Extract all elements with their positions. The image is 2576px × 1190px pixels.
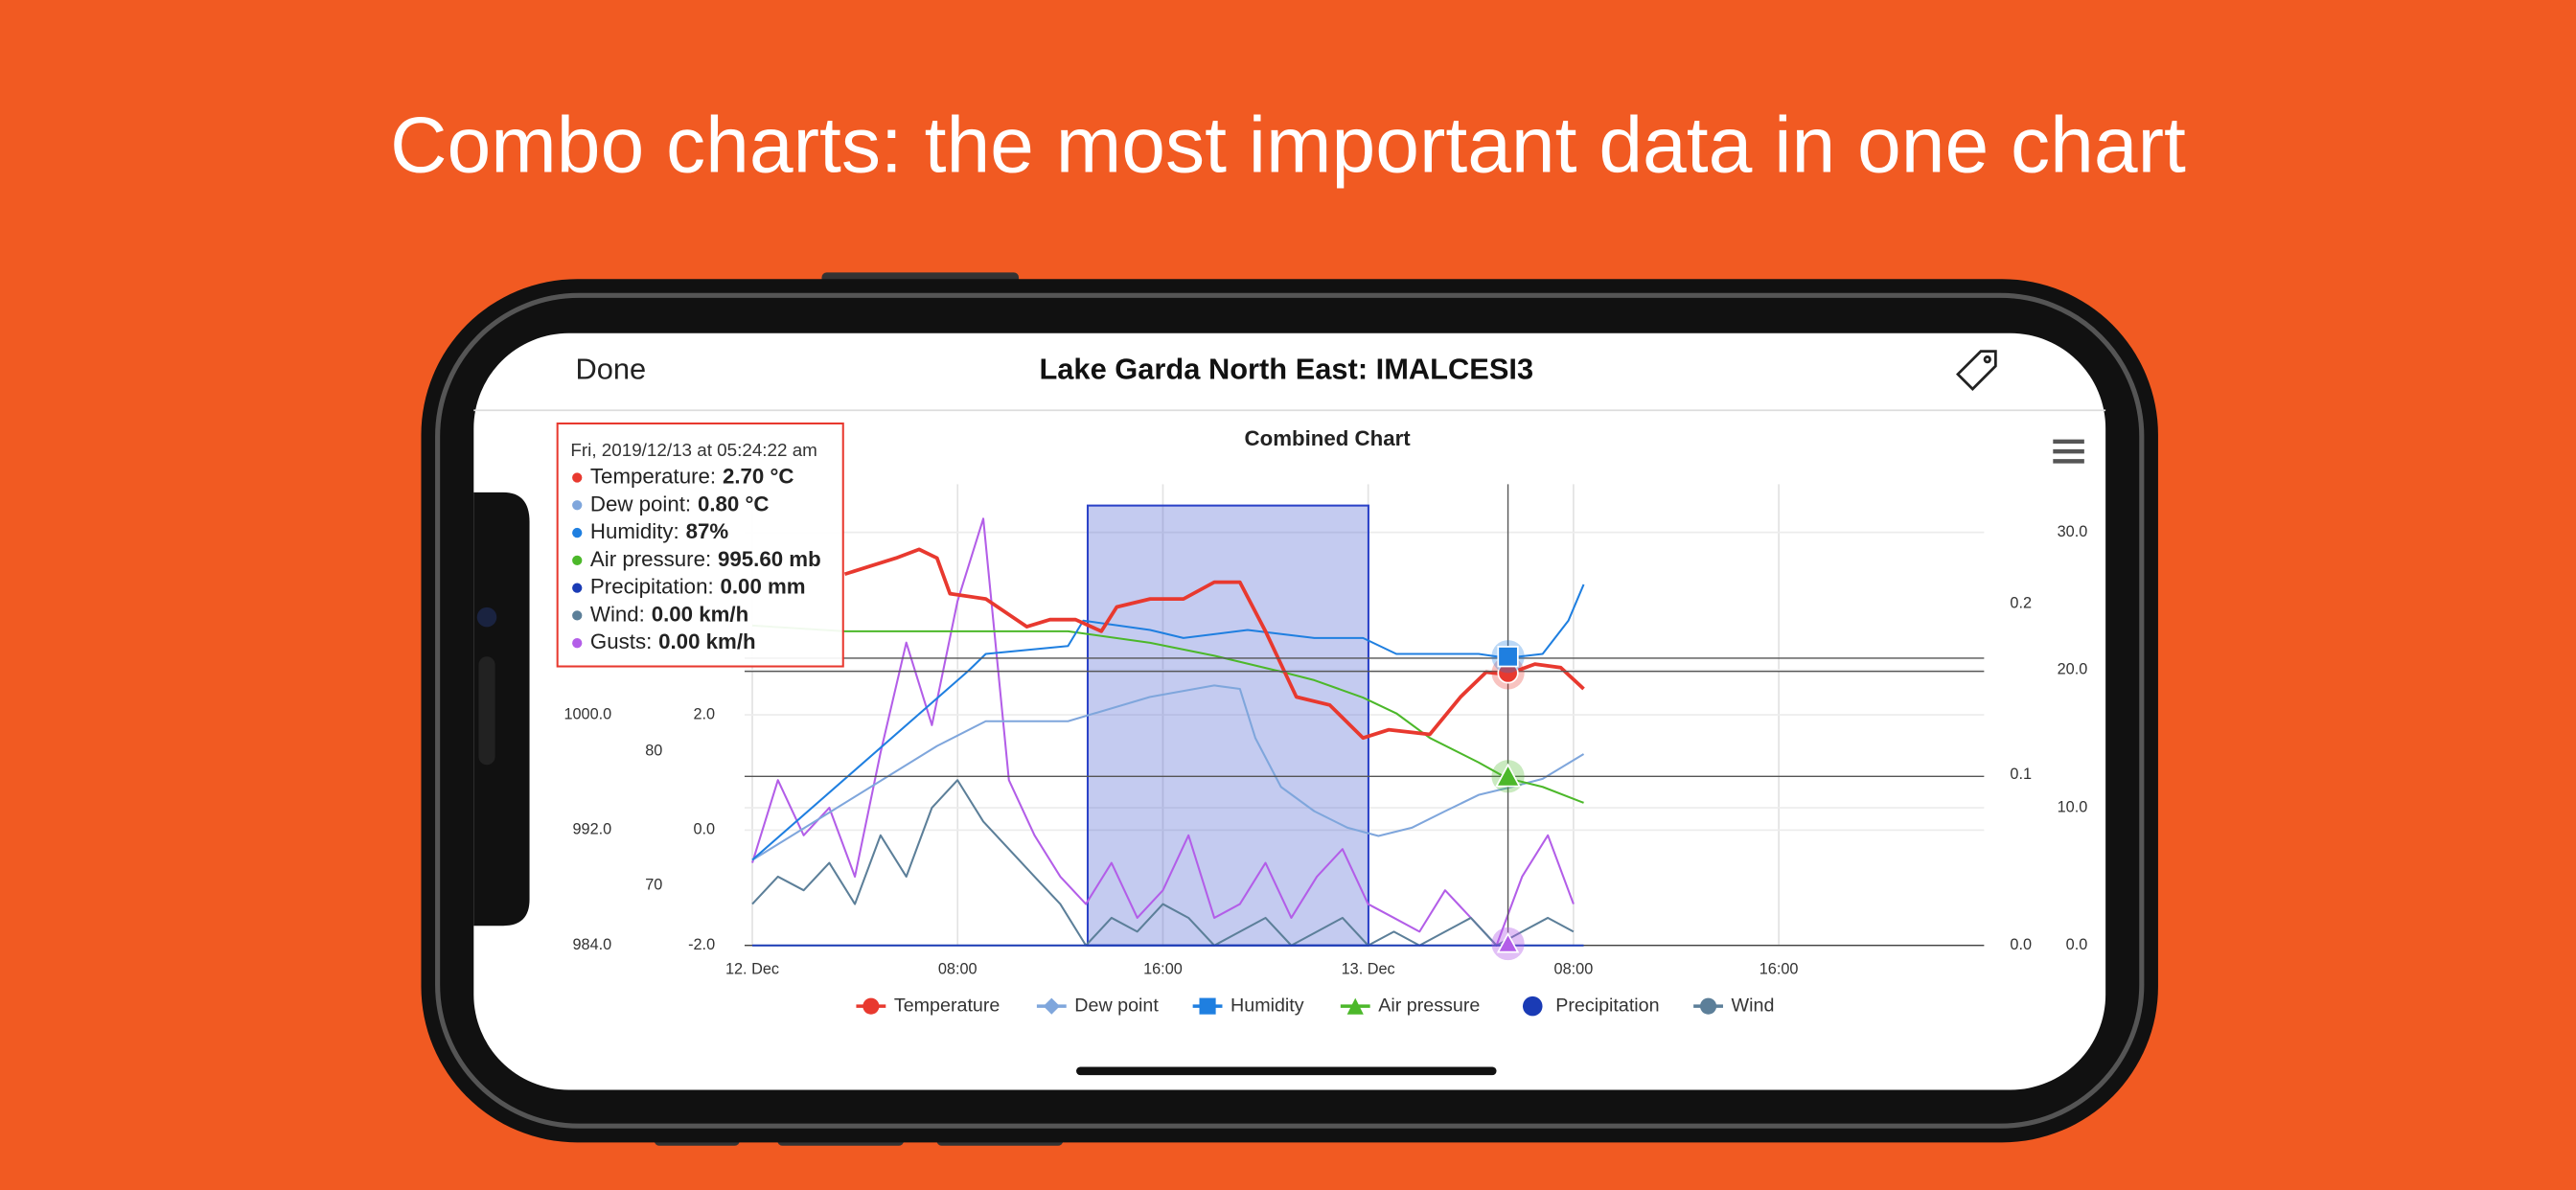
legend-marker <box>1346 997 1364 1015</box>
tooltip-value: 0.00 km/h <box>652 602 749 626</box>
y-tick-label: 10.0 <box>2058 798 2088 815</box>
tooltip-value: 0.80 °C <box>698 492 770 515</box>
tooltip-dot <box>572 638 583 649</box>
tooltip-value: 0.00 mm <box>721 575 806 599</box>
x-tick-label: 13. Dec <box>1342 961 1395 978</box>
series-line <box>843 547 1585 741</box>
y-tick-label: 70 <box>645 876 662 893</box>
tooltip-dot <box>572 500 583 511</box>
tooltip-label: Temperature: <box>590 464 716 488</box>
legend-marker <box>1199 997 1216 1015</box>
legend-label: Humidity <box>1230 995 1304 1016</box>
y-tick-label: 992.0 <box>572 821 611 838</box>
tooltip: Fri, 2019/12/13 at 05:24:22 am Temperatu… <box>556 422 844 668</box>
tooltip-value: 87% <box>686 519 729 543</box>
y-tick-label: 0.0 <box>2010 936 2032 953</box>
x-tick-label: 16:00 <box>1760 961 1799 978</box>
done-button[interactable]: Done <box>576 352 647 385</box>
tag-button[interactable] <box>1956 350 1997 391</box>
tooltip-row: Wind: 0.00 km/h <box>590 602 748 626</box>
plot: 12. Dec 08:00 16:00 13. Dec 08:00 16:00 -2.0 0.… <box>564 484 2088 978</box>
x-tick-label: 08:00 <box>1554 961 1594 978</box>
tooltip-box <box>556 422 844 668</box>
tooltip-row: Temperature: 2.70 °C <box>590 464 794 488</box>
y-tick-label: 0.0 <box>2066 936 2088 953</box>
tooltip-row: Air pressure: 995.60 mb <box>590 547 821 571</box>
legend: Temperature Dew point Humidity Air pressure… <box>856 995 1775 1017</box>
chart-title: Combined Chart <box>1245 426 1412 450</box>
camera <box>476 606 497 628</box>
legend-label: Dew point <box>1074 995 1159 1016</box>
tooltip-label: Wind: <box>590 602 645 626</box>
legend-marker <box>862 997 880 1015</box>
selection-band <box>1086 504 1369 947</box>
y-tick-label: 30.0 <box>2058 523 2088 540</box>
y-tick-label: 80 <box>645 743 662 760</box>
speaker <box>478 656 495 766</box>
hover-markers <box>1491 640 1525 961</box>
menu-button[interactable] <box>2053 439 2084 464</box>
y-tick-label: -2.0 <box>688 936 715 953</box>
legend-label: Wind <box>1732 995 1775 1016</box>
y-tick-label: 2.0 <box>694 705 716 722</box>
legend-label: Temperature <box>894 995 1000 1016</box>
tooltip-dot <box>572 610 583 621</box>
series-group <box>751 517 1585 947</box>
tooltip-row: Precipitation: 0.00 mm <box>590 575 806 599</box>
y-tick-label: 984.0 <box>572 936 611 953</box>
y-tick-label: 0.0 <box>694 821 716 838</box>
tooltip-value: 2.70 °C <box>723 464 794 488</box>
phone-bezel <box>435 292 2145 1129</box>
headline: Combo charts: the most important data in… <box>390 102 2186 189</box>
x-tick-label: 16:00 <box>1143 961 1183 978</box>
tooltip-label: Dew point: <box>590 492 691 515</box>
crosshair <box>744 484 1985 946</box>
tooltip-row: Humidity: 87% <box>590 519 728 543</box>
tooltip-title: Fri, 2019/12/13 at 05:24:22 am <box>570 440 817 460</box>
tooltip-row: Gusts: 0.00 km/h <box>590 629 756 653</box>
y-tick-label: 0.1 <box>2010 766 2032 783</box>
tooltip-dot <box>572 555 583 565</box>
home-indicator <box>1076 1066 1497 1076</box>
legend-label: Air pressure <box>1378 995 1480 1016</box>
nav-title: Lake Garda North East: IMALCESI3 <box>1039 352 1533 385</box>
screen <box>473 332 2106 1090</box>
notch <box>473 492 530 927</box>
legend-marker <box>1522 995 1543 1017</box>
tooltip-label: Humidity: <box>590 519 679 543</box>
tooltip-dot <box>572 472 583 483</box>
tooltip-dot <box>572 527 583 538</box>
tooltip-row: Dew point: 0.80 °C <box>590 492 770 515</box>
tooltip-value: 0.00 km/h <box>658 629 756 653</box>
y-tick-label: 0.2 <box>2010 594 2032 611</box>
legend-marker <box>1699 997 1717 1015</box>
series-line <box>751 624 1584 804</box>
tooltip-label: Air pressure: <box>590 547 711 571</box>
series-line <box>751 684 1585 861</box>
tooltip-label: Precipitation: <box>590 575 714 599</box>
y-tick-label: 1000.0 <box>564 705 611 722</box>
legend-label: Precipitation <box>1555 995 1659 1016</box>
y-tick-label: 20.0 <box>2058 661 2088 678</box>
tooltip-value: 995.60 mb <box>718 547 821 571</box>
series-line <box>751 517 1575 947</box>
x-tick-label: 08:00 <box>938 961 978 978</box>
tooltip-label: Gusts: <box>590 629 652 653</box>
series-line <box>751 584 1585 861</box>
series-line <box>751 779 1575 947</box>
x-tick-label: 12. Dec <box>725 961 779 978</box>
tooltip-dot <box>572 583 583 593</box>
